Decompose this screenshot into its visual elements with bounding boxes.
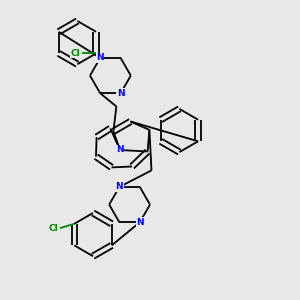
- Text: N: N: [136, 218, 144, 227]
- Text: N: N: [116, 146, 124, 154]
- Text: N: N: [96, 53, 104, 62]
- Text: N: N: [116, 182, 123, 191]
- Text: N: N: [117, 89, 124, 98]
- Text: Cl: Cl: [70, 49, 80, 58]
- Text: Cl: Cl: [48, 224, 58, 232]
